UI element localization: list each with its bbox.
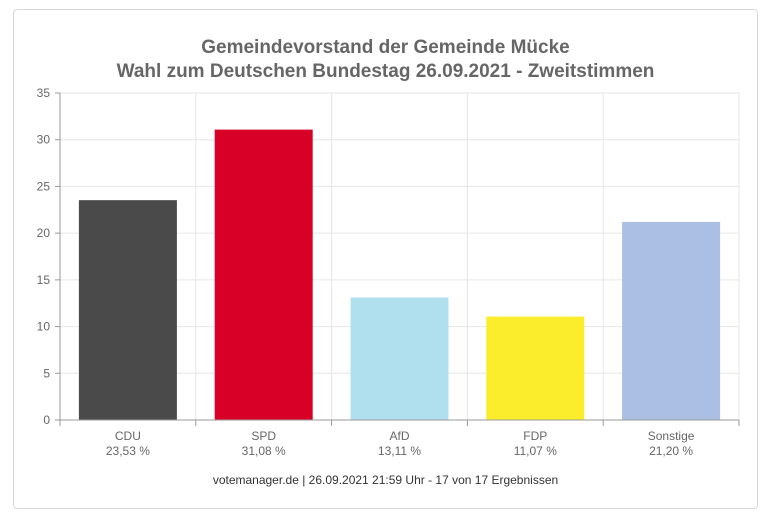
y-tick-label: 25 — [37, 179, 51, 193]
bar-spd[interactable] — [214, 129, 313, 420]
x-category-label: Sonstige — [648, 429, 695, 443]
x-category-label: FDP — [523, 429, 547, 443]
chart-title-block: Gemeindevorstand der Gemeinde Mücke Wahl… — [13, 36, 758, 84]
x-value-label: 23,53 % — [106, 444, 150, 458]
x-value-label: 31,08 % — [242, 444, 286, 458]
y-tick-label: 20 — [37, 226, 51, 240]
y-tick-label: 30 — [37, 133, 51, 147]
bar-fdp[interactable] — [486, 316, 585, 420]
bar-cdu[interactable] — [78, 200, 177, 420]
x-category-label: AfD — [389, 429, 409, 443]
bars — [78, 129, 721, 420]
bar-sonstige[interactable] — [622, 221, 721, 420]
x-value-label: 21,20 % — [649, 444, 693, 458]
bar-afd[interactable] — [350, 297, 449, 420]
y-tick-label: 0 — [43, 413, 50, 427]
x-category-label: SPD — [251, 429, 276, 443]
chart-title: Gemeindevorstand der Gemeinde Mücke — [201, 37, 570, 58]
y-tick-label: 15 — [37, 273, 51, 287]
y-tick-labels: 0 5 10 15 20 25 30 35 — [37, 86, 60, 427]
x-category-label: CDU — [115, 429, 141, 443]
x-value-label: 13,11 % — [378, 444, 421, 458]
chart-footer: votemanager.de | 26.09.2021 21:59 Uhr - … — [212, 473, 559, 487]
y-tick-label: 5 — [43, 366, 50, 380]
chart-subtitle: Wahl zum Deutschen Bundestag 26.09.2021 … — [116, 61, 655, 82]
axes — [59, 93, 739, 421]
x-value-label: 11,07 % — [514, 444, 557, 458]
y-tick-label: 10 — [37, 320, 51, 334]
y-tick-label: 35 — [37, 86, 51, 100]
